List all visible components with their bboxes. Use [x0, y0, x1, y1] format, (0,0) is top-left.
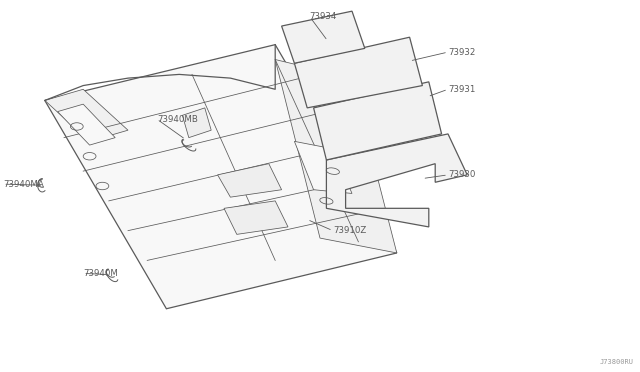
Polygon shape — [224, 201, 288, 234]
Polygon shape — [294, 37, 422, 108]
Text: 73910Z: 73910Z — [333, 226, 366, 235]
Polygon shape — [58, 104, 115, 145]
Text: 73930: 73930 — [448, 170, 476, 179]
Polygon shape — [218, 164, 282, 197]
Text: 73931: 73931 — [448, 85, 476, 94]
Text: J73800RU: J73800RU — [600, 359, 634, 365]
Polygon shape — [294, 141, 352, 193]
Text: 73940M: 73940M — [83, 269, 118, 278]
Polygon shape — [45, 45, 397, 309]
Polygon shape — [182, 108, 211, 138]
Text: 73934: 73934 — [310, 12, 337, 21]
Text: 73932: 73932 — [448, 48, 476, 57]
Polygon shape — [275, 60, 397, 253]
Polygon shape — [45, 89, 128, 141]
Text: 73940MA: 73940MA — [3, 180, 44, 189]
Polygon shape — [314, 100, 378, 164]
Polygon shape — [282, 11, 365, 63]
Polygon shape — [314, 82, 442, 160]
Text: 73940MB: 73940MB — [157, 115, 198, 124]
Polygon shape — [326, 134, 467, 227]
